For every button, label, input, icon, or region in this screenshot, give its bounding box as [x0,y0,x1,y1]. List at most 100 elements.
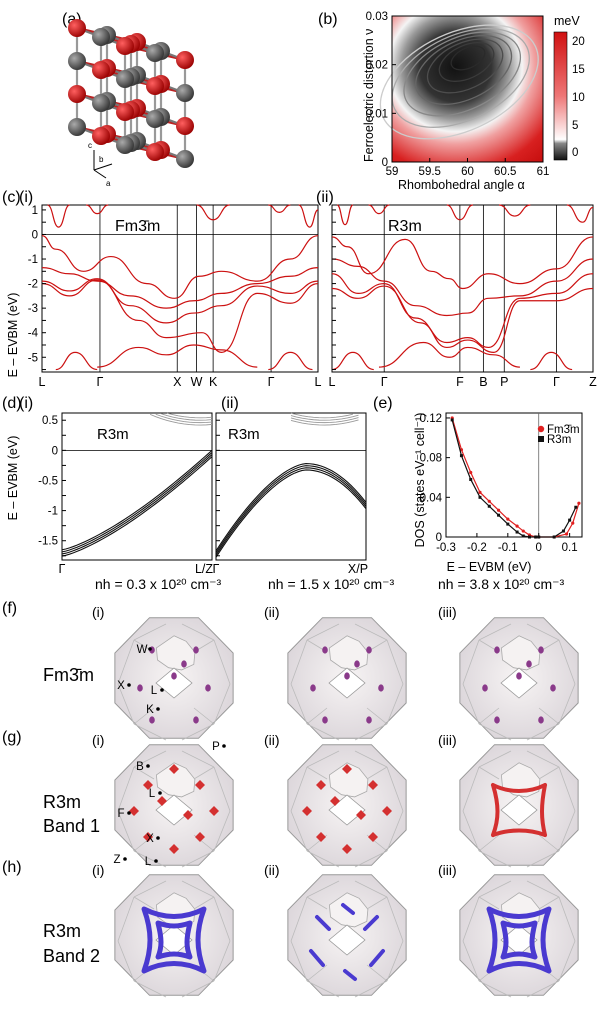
bz-edge [133,980,167,998]
bz-edge [306,964,328,982]
y-tick-label: 0 [382,157,388,169]
kpoint-label: P [500,375,508,389]
y-tick-label: 0.02 [366,60,388,72]
row-g-line2: Band 1 [43,816,100,836]
fermi-surface-tube [369,949,385,967]
band-line [41,278,319,324]
sn-atom [68,52,86,70]
te-atom [176,117,194,135]
y-tick-label: 0.08 [420,453,442,465]
kpoint-label: K [209,375,218,389]
bz-edge [366,766,388,780]
bz-edge [386,896,404,942]
dos-point [577,501,581,505]
x-tick-label: 59.5 [419,166,441,178]
subpanel-label: (iii) [438,862,457,878]
y-tick-label: 0.03 [366,11,388,23]
band-line [47,204,70,228]
atom-sn-label: Sn [116,154,127,164]
bz-edge [558,766,576,812]
band-line [336,204,354,226]
bz-edge [133,896,155,910]
bz-face [155,667,193,699]
bz-edge [213,683,231,725]
bz-edge [213,639,231,685]
y-tick-label: -1 [48,506,58,518]
contour-line [403,31,522,117]
subpanel-label: (ii) [264,604,280,620]
fermi-pocket [356,810,366,820]
bz-edge [478,834,500,852]
kpoint-label: B [479,375,487,389]
band-zoom-gamma-lz: Γ L/Z 0.5 0 -0.5 -1 -1.5 [38,412,213,576]
bz-edge [290,896,308,942]
bz-label: P [212,741,220,753]
bz-label: B [136,761,144,773]
fermi-pocket [316,780,326,790]
band-line [55,351,98,371]
subpanel-label: (ii) [264,862,280,878]
bz-label: W [137,644,148,656]
bz-edge [213,766,231,812]
bz-edge [133,750,167,768]
sn-atom [68,118,86,136]
y-tick-label: -3 [28,303,38,315]
dos-point [450,418,454,422]
kpoint-label: X/P [348,562,368,576]
bz-label: L [145,856,152,868]
colorbar-tick: 5 [572,120,578,132]
row-h-line1: R3m [43,921,81,941]
te-atom [176,51,194,69]
fermi-surface-tube [309,949,325,967]
axis-triad: c b a [88,141,113,188]
bz-edge [133,766,155,780]
conduction-band [155,413,213,424]
dos-line [451,417,580,538]
band-structure-fm3m: L Γ X W K Γ L 1 0 -1 -2 -3 -4 -5 [28,204,322,389]
fermi-pocket [193,716,199,724]
fermi-pocket [494,716,500,724]
dos-plot: 0.120.080.040-0.3 -0.2 -0.1 0 0.1 [420,412,583,554]
panel-d-i-title: R3m [97,426,129,443]
subpanel-label: (i) [92,732,104,748]
bz-edge [117,639,135,685]
te-atom [68,19,86,37]
bz-edge [478,623,512,641]
fermi-pocket [149,716,155,724]
band-line [268,204,291,213]
x-tick-label: -0.2 [467,542,487,554]
panel-b-xticks: 59 59.5 60 60.5 61 [386,158,549,178]
y-tick-label: -2 [28,279,38,291]
fermi-pocket [193,646,199,654]
fermi-pocket [330,796,340,806]
bz-edge [290,639,308,685]
bz-face [500,667,538,699]
fermi-pocket [368,832,378,842]
x-tick-label: 60 [461,166,474,178]
x-tick-label: -0.1 [498,542,518,554]
bz-edge [386,766,404,812]
dos-point [496,508,501,512]
bz-edge [133,880,167,898]
kpoint-label: F [456,375,464,389]
dos-point [459,454,463,458]
kpoint-label: Γ [268,375,275,389]
conduction-band [290,414,359,421]
plot-frame [61,412,213,561]
bz-edge [306,980,340,998]
row-h-line2: Band 2 [43,946,100,966]
sn-atom [146,44,164,62]
te-atom [146,77,164,95]
fermi-pocket [316,832,326,842]
panel-g-label: (g) [2,729,22,746]
y-tick-label: 1 [32,205,38,217]
panel-b-ylabel: Ferroelectric distortion ν [362,29,376,162]
band-line [215,467,367,556]
bz-edge [181,750,215,768]
band-line [61,456,213,557]
dos-legend: Fm3̄m R3m [537,424,580,446]
fermi-pocket [366,716,372,724]
bz-edge [117,940,135,982]
panel-d-ii-title: R3m [228,426,260,443]
fermi-pocket [209,806,219,816]
